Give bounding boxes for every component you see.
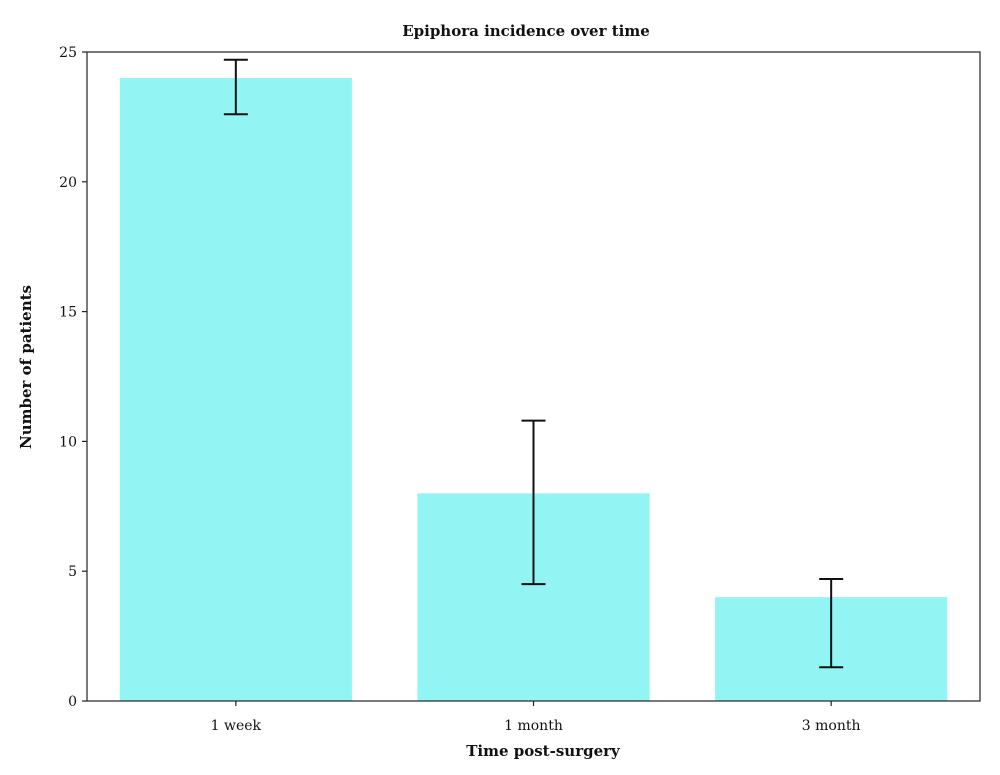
y-tick-label: 20 [59, 175, 77, 191]
bars-group [119, 77, 948, 701]
x-tick-label: 1 week [211, 718, 262, 734]
x-axis: 1 week 1 month 3 month [211, 701, 861, 734]
y-tick-label: 5 [68, 564, 77, 580]
y-tick-label: 15 [59, 305, 77, 321]
chart-title: Epiphora incidence over time [402, 22, 650, 40]
y-tick-label: 25 [59, 45, 77, 61]
x-axis-label: Time post-surgery [466, 742, 621, 760]
plot-frame [86, 51, 981, 702]
error-bar-1-week [223, 58, 248, 116]
y-axis: 0 5 10 15 20 25 [59, 45, 87, 710]
x-tick-label: 1 month [504, 718, 563, 734]
x-tick-label: 3 month [802, 718, 861, 734]
bar-1-week [119, 77, 352, 701]
error-bar-1-month [521, 419, 546, 586]
error-bars-group [223, 58, 844, 669]
y-axis-label: Number of patients [17, 285, 35, 449]
error-bar-3-month [819, 577, 844, 669]
y-tick-label: 0 [68, 694, 77, 710]
y-tick-label: 10 [59, 434, 77, 450]
